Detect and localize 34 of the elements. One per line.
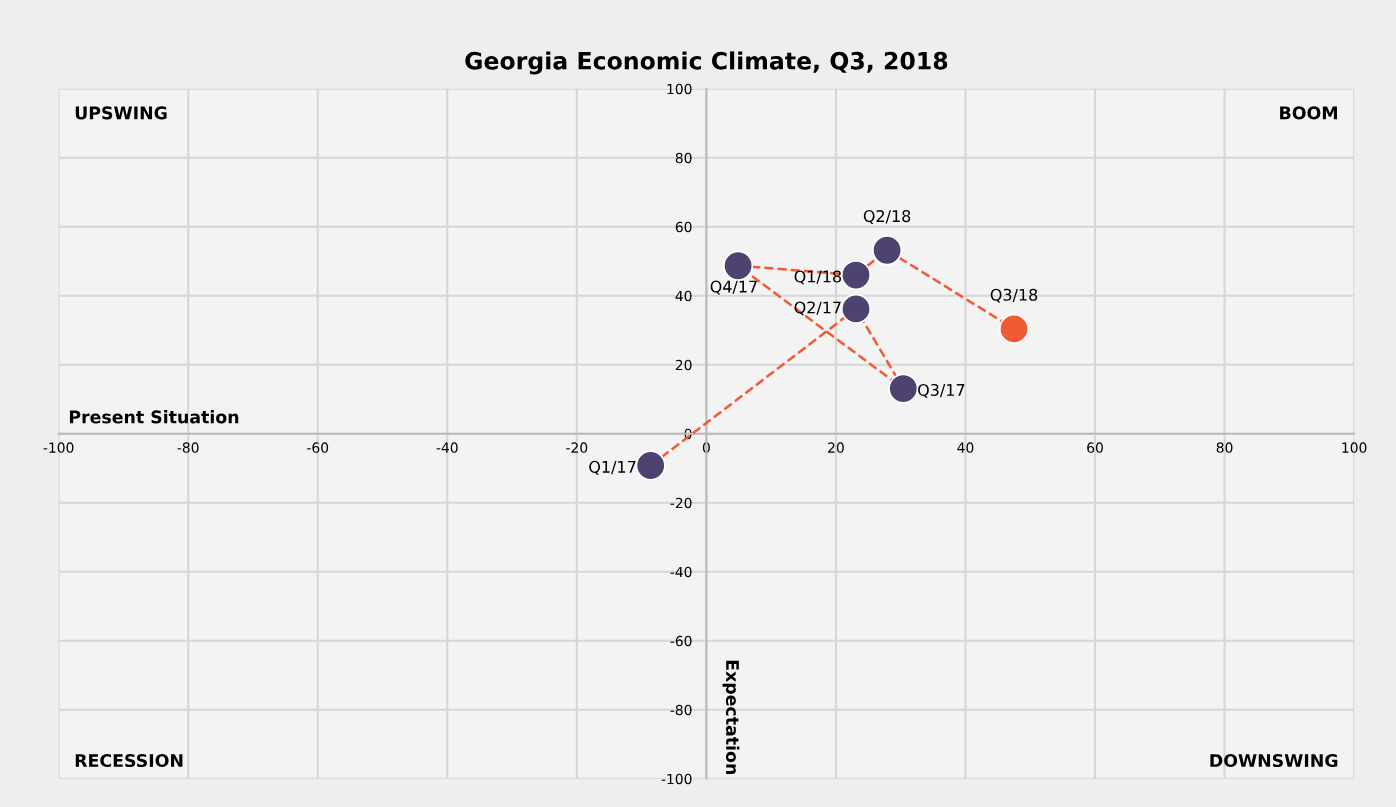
y-tick-label: -80 bbox=[670, 704, 692, 716]
x-axis-title: Present Situation bbox=[69, 410, 239, 424]
y-tick-label: -100 bbox=[661, 773, 692, 785]
annotation: DOWNSWING bbox=[1210, 753, 1338, 768]
x-tick-label: 100 bbox=[1342, 442, 1367, 453]
y-tick-label: -20 bbox=[670, 497, 692, 509]
y-tick-label: -60 bbox=[670, 635, 692, 647]
chart-title: Georgia Economic Climate, Q3, 2018 bbox=[465, 51, 948, 75]
x-tick-label: -100 bbox=[43, 442, 74, 453]
annotation: Q3/18 bbox=[990, 288, 1038, 303]
annotation: Q4/17 bbox=[710, 280, 757, 295]
annotation: BOOM bbox=[1280, 106, 1337, 120]
annotation: Q2/18 bbox=[863, 210, 911, 224]
y-tick-label: 20 bbox=[675, 359, 692, 371]
annotation: Q1/18 bbox=[794, 270, 842, 285]
annotation: RECESSION bbox=[75, 753, 183, 768]
annotation: Q1/17 bbox=[589, 460, 636, 475]
x-tick-label: -60 bbox=[307, 442, 329, 453]
y-tick-label: 60 bbox=[675, 221, 692, 233]
x-tick-label: 60 bbox=[1087, 442, 1103, 453]
x-tick-label: 20 bbox=[828, 442, 844, 453]
x-tick-label: -40 bbox=[436, 442, 458, 453]
annotation: Q3/17 bbox=[918, 383, 965, 398]
x-tick-label: -80 bbox=[177, 442, 199, 453]
y-axis-title: Expectation bbox=[722, 660, 740, 774]
x-tick-label: 40 bbox=[957, 442, 974, 453]
y-tick-label: -40 bbox=[670, 566, 692, 578]
annotation: UPSWING bbox=[75, 106, 167, 120]
y-tick-label: 40 bbox=[675, 290, 692, 302]
x-tick-label: 80 bbox=[1216, 442, 1233, 453]
annotation: Q2/17 bbox=[794, 301, 841, 316]
y-tick-label: 80 bbox=[675, 152, 692, 164]
x-tick-label: -20 bbox=[566, 442, 588, 453]
y-tick-label: 100 bbox=[667, 83, 692, 95]
